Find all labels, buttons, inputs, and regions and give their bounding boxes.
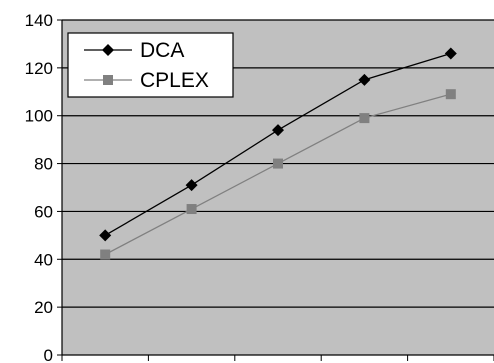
y-axis-ticks: 0 20 40 60 80 100 120 140 (25, 11, 62, 363)
legend-box (67, 32, 234, 98)
data-point-cplex-3 (273, 158, 283, 169)
data-point-dca-3 (272, 124, 284, 137)
legend-label-dca: DCA (140, 39, 184, 62)
axes (61, 20, 494, 361)
y-tick-label-0: 0 (44, 346, 53, 363)
y-tick-label-100: 100 (25, 107, 53, 126)
y-tick-label-80: 80 (34, 155, 53, 174)
series-dca (99, 47, 457, 242)
data-point-cplex-1 (100, 249, 111, 260)
y-tick-label-20: 20 (34, 298, 53, 317)
data-point-dca-2 (185, 179, 198, 192)
legend-label-cplex: CPLEX (140, 69, 209, 92)
gridlines (62, 19, 494, 308)
data-point-cplex-5 (445, 89, 456, 100)
y-tick-label-40: 40 (34, 250, 53, 269)
data-point-dca-1 (99, 229, 112, 242)
legend-marker-cplex (103, 75, 113, 85)
y-tick-label-60: 60 (34, 202, 53, 221)
series-cplex (100, 89, 456, 260)
y-tick-label-120: 120 (25, 59, 53, 78)
series-layer (99, 47, 457, 260)
legend: DCA CPLEX (67, 32, 234, 98)
data-point-cplex-4 (359, 113, 370, 124)
legend-marker-dca (102, 44, 114, 56)
y-tick-label-140: 140 (25, 11, 53, 30)
data-point-dca-4 (358, 73, 371, 86)
data-point-cplex-2 (186, 204, 197, 215)
data-point-dca-5 (444, 47, 457, 60)
